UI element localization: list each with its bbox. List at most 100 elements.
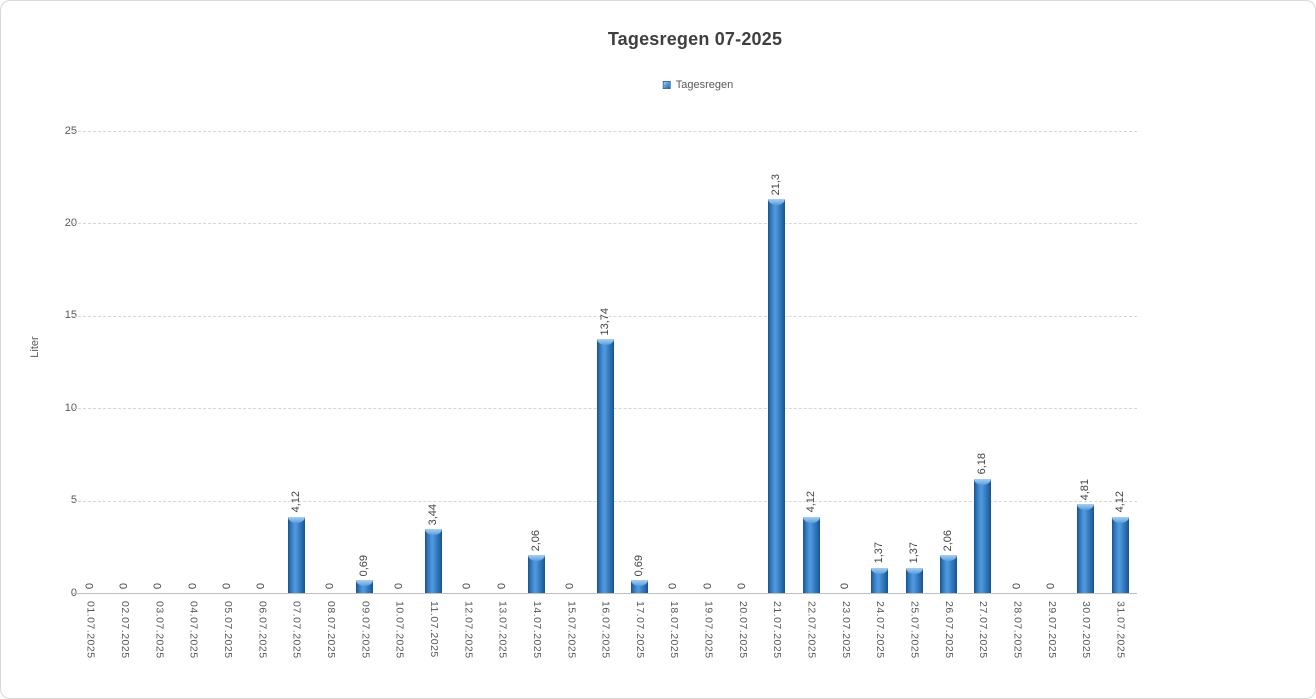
x-tick-slot: 05.07.2025 (210, 601, 244, 691)
x-tick-label: 05.07.2025 (221, 601, 234, 659)
x-tick-label: 23.07.2025 (839, 601, 852, 659)
bar-value-label: 4,12 (289, 491, 302, 513)
bar-value-label: 0 (83, 582, 96, 589)
x-tick-slot: 19.07.2025 (691, 601, 725, 691)
x-tick-label: 02.07.2025 (118, 601, 131, 659)
bar (1111, 516, 1129, 593)
x-tick-slot: 31.07.2025 (1103, 601, 1137, 691)
x-tick-label: 19.07.2025 (702, 601, 715, 659)
bar (802, 516, 820, 593)
bar-slot: 0 (210, 131, 244, 593)
x-tick-slot: 13.07.2025 (485, 601, 519, 691)
y-tick-label: 15 (64, 309, 77, 322)
x-tick-slot: 09.07.2025 (348, 601, 382, 691)
bar-value-label: 0 (1044, 582, 1057, 589)
x-tick-label: 12.07.2025 (462, 601, 475, 659)
bar-slot: 0 (73, 131, 107, 593)
bar-slot: 13,74 (588, 131, 622, 593)
bar-value-label: 4,81 (1079, 478, 1092, 501)
bar-value-label: 0 (117, 582, 130, 589)
x-tick-slot: 03.07.2025 (142, 601, 176, 691)
y-tick-label: 20 (64, 216, 77, 229)
x-tick-slot: 20.07.2025 (725, 601, 759, 691)
x-tick-label: 13.07.2025 (496, 601, 509, 659)
bar (871, 567, 889, 593)
x-tick-slot: 23.07.2025 (828, 601, 862, 691)
x-tick-label: 27.07.2025 (977, 601, 990, 659)
bar (974, 478, 992, 593)
bar-value-label: 0 (701, 582, 714, 589)
bar-slot: 0 (382, 131, 416, 593)
bar-slot: 0 (142, 131, 176, 593)
bar (596, 339, 614, 593)
bar-slot: 2,06 (519, 131, 553, 593)
bar-value-label: 0 (220, 582, 233, 589)
bar (356, 580, 374, 593)
bar (630, 580, 648, 593)
x-tick-slot: 27.07.2025 (966, 601, 1000, 691)
bar-slot: 4,12 (794, 131, 828, 593)
gridline (73, 315, 1137, 317)
bar-value-label: 2,06 (941, 529, 954, 551)
bar-slots: 0 0 0 0 0 0 4,12 0 0,69 0 3,44 0 0 2,06 0 13,74 0,69 0 0 0 2… (73, 131, 1137, 593)
x-tick-label: 28.07.2025 (1011, 601, 1024, 659)
bar-slot: 4,12 (1103, 131, 1137, 593)
y-axis-title: Liter (29, 336, 41, 357)
x-tick-label: 18.07.2025 (668, 601, 681, 659)
x-tick-slot: 06.07.2025 (245, 601, 279, 691)
bar-value-label: 0,69 (632, 554, 645, 577)
bar-value-label: 21,3 (770, 173, 783, 196)
bar-value-label: 0 (1010, 582, 1023, 589)
x-tick-label: 04.07.2025 (187, 601, 200, 659)
x-tick-slot: 01.07.2025 (73, 601, 107, 691)
bar-value-label: 4,12 (804, 491, 817, 513)
x-tick-label: 31.07.2025 (1114, 601, 1127, 659)
bar-value-label: 1,37 (907, 542, 920, 564)
x-tick-label: 16.07.2025 (599, 601, 612, 659)
x-tick-slot: 30.07.2025 (1069, 601, 1103, 691)
legend-label: Tagesregen (675, 79, 734, 91)
bar (939, 554, 957, 593)
bar-slot: 0 (691, 131, 725, 593)
x-tick-slot: 18.07.2025 (657, 601, 691, 691)
x-tick-label: 26.07.2025 (942, 601, 955, 659)
bar-slot: 0 (828, 131, 862, 593)
x-tick-slot: 16.07.2025 (588, 601, 622, 691)
x-tick-slot: 14.07.2025 (519, 601, 553, 691)
bar-value-label: 0 (667, 582, 680, 589)
bar-slot: 6,18 (966, 131, 1000, 593)
x-tick-slot: 21.07.2025 (760, 601, 794, 691)
x-tick-slot: 26.07.2025 (931, 601, 965, 691)
bar-slot: 4,12 (279, 131, 313, 593)
x-tick-slot: 25.07.2025 (897, 601, 931, 691)
gridline (73, 131, 1137, 132)
bar-slot: 3,44 (416, 131, 450, 593)
x-tick-label: 15.07.2025 (565, 601, 578, 659)
bar-value-label: 0 (152, 582, 165, 589)
x-tick-slot: 12.07.2025 (451, 601, 485, 691)
bar-slot: 0,69 (622, 131, 656, 593)
bar (527, 554, 545, 593)
chart-title: Tagesregen 07-2025 (607, 29, 783, 49)
x-axis-line (73, 593, 1137, 594)
bar (287, 516, 305, 593)
bar-value-label: 6,18 (976, 453, 989, 475)
bar-value-label: 0 (461, 582, 474, 589)
x-tick-label: 01.07.2025 (84, 601, 97, 659)
bar-slot: 0 (107, 131, 141, 593)
bar-value-label: 0,69 (358, 554, 371, 577)
bar-slot: 0 (313, 131, 347, 593)
x-tick-label: 24.07.2025 (874, 601, 887, 659)
plot-area: 0 0 0 0 0 0 4,12 0 0,69 0 3,44 0 0 2,06 0 13,74 0,69 0 0 0 2… (73, 131, 1137, 593)
bar-slot: 0 (725, 131, 759, 593)
bar-value-label: 0 (186, 582, 199, 589)
x-tick-label: 29.07.2025 (1045, 601, 1058, 659)
x-tick-slot: 10.07.2025 (382, 601, 416, 691)
bar (768, 199, 786, 593)
x-tick-slot: 11.07.2025 (416, 601, 450, 691)
bar-value-label: 4,12 (1113, 491, 1126, 513)
bar-slot: 0 (554, 131, 588, 593)
bar-slot: 4,81 (1069, 131, 1103, 593)
bar (1077, 504, 1095, 593)
